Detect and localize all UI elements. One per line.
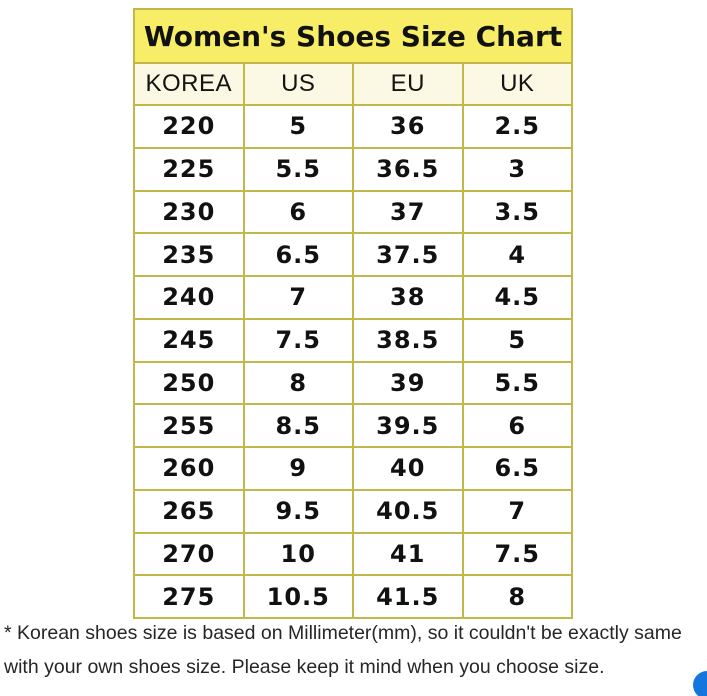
size-cell: 5.5 — [461, 360, 573, 406]
size-cell: 4.5 — [461, 275, 573, 320]
table-row: 275 10.5 41.5 8 — [133, 574, 573, 619]
size-footnote: * Korean shoes size is based on Millimet… — [4, 616, 704, 684]
size-cell: 38 — [352, 275, 464, 320]
title-row: Women's Shoes Size Chart — [133, 8, 573, 64]
size-cell: 5 — [461, 317, 573, 363]
size-cell: 41.5 — [352, 574, 464, 619]
size-cell: 8 — [242, 360, 354, 406]
size-cell: 275 — [133, 574, 245, 619]
footnote-line-2: with your own shoes size. Please keep it… — [4, 656, 605, 678]
table-row: 265 9.5 40.5 7 — [133, 488, 573, 534]
chat-bubble-button[interactable] — [693, 671, 707, 696]
size-cell: 7.5 — [461, 531, 573, 577]
size-cell: 240 — [133, 275, 245, 320]
size-cell: 250 — [133, 360, 245, 406]
size-cell: 245 — [133, 317, 245, 363]
size-cell: 9.5 — [242, 488, 354, 534]
size-cell: 5.5 — [242, 146, 354, 192]
size-cell: 38.5 — [352, 317, 464, 363]
table-row: 240 7 38 4.5 — [133, 275, 573, 320]
table-row: 260 9 40 6.5 — [133, 446, 573, 491]
size-cell: 40 — [352, 446, 464, 491]
size-cell: 40.5 — [352, 488, 464, 534]
size-cell: 6 — [461, 403, 573, 448]
size-cell: 8.5 — [242, 403, 354, 448]
table-row: 245 7.5 38.5 5 — [133, 317, 573, 363]
table-row: 255 8.5 39.5 6 — [133, 403, 573, 448]
size-cell: 41 — [352, 531, 464, 577]
size-cell: 220 — [133, 104, 245, 149]
size-cell: 265 — [133, 488, 245, 534]
size-cell: 2.5 — [461, 104, 573, 149]
size-cell: 255 — [133, 403, 245, 448]
size-cell: 3 — [461, 146, 573, 192]
size-cell: 10.5 — [242, 574, 354, 619]
table-row: 225 5.5 36.5 3 — [133, 146, 573, 192]
size-cell: 6.5 — [461, 446, 573, 491]
size-cell: 260 — [133, 446, 245, 491]
size-cell: 6 — [242, 189, 354, 235]
column-header-uk: UK — [461, 62, 573, 106]
column-header-korea: KOREA — [133, 62, 245, 106]
size-cell: 3.5 — [461, 189, 573, 235]
size-cell: 270 — [133, 531, 245, 577]
size-cell: 37.5 — [352, 232, 464, 277]
chart-title: Women's Shoes Size Chart — [133, 8, 573, 64]
size-cell: 6.5 — [242, 232, 354, 277]
size-cell: 235 — [133, 232, 245, 277]
size-cell: 9 — [242, 446, 354, 491]
column-header-row: KOREA US EU UK — [133, 62, 573, 106]
size-cell: 8 — [461, 574, 573, 619]
size-cell: 10 — [242, 531, 354, 577]
size-cell: 7.5 — [242, 317, 354, 363]
table-row: 270 10 41 7.5 — [133, 531, 573, 577]
size-cell: 225 — [133, 146, 245, 192]
table-row: 220 5 36 2.5 — [133, 104, 573, 149]
size-cell: 39.5 — [352, 403, 464, 448]
footnote-line-1: * Korean shoes size is based on Millimet… — [4, 622, 682, 644]
size-cell: 4 — [461, 232, 573, 277]
size-cell: 37 — [352, 189, 464, 235]
size-cell: 230 — [133, 189, 245, 235]
column-header-eu: EU — [352, 62, 464, 106]
size-cell: 39 — [352, 360, 464, 406]
size-table-body: 220 5 36 2.5 225 5.5 36.5 3 230 6 37 3.5 235 6.5 37.5 4… — [133, 104, 573, 619]
size-cell: 7 — [242, 275, 354, 320]
size-cell: 7 — [461, 488, 573, 534]
table-row: 235 6.5 37.5 4 — [133, 232, 573, 277]
column-header-us: US — [242, 62, 354, 106]
size-chart-table: Women's Shoes Size Chart KOREA US EU UK … — [133, 8, 573, 619]
table-row: 230 6 37 3.5 — [133, 189, 573, 235]
table-row: 250 8 39 5.5 — [133, 360, 573, 406]
size-cell: 36 — [352, 104, 464, 149]
size-cell: 5 — [242, 104, 354, 149]
size-cell: 36.5 — [352, 146, 464, 192]
